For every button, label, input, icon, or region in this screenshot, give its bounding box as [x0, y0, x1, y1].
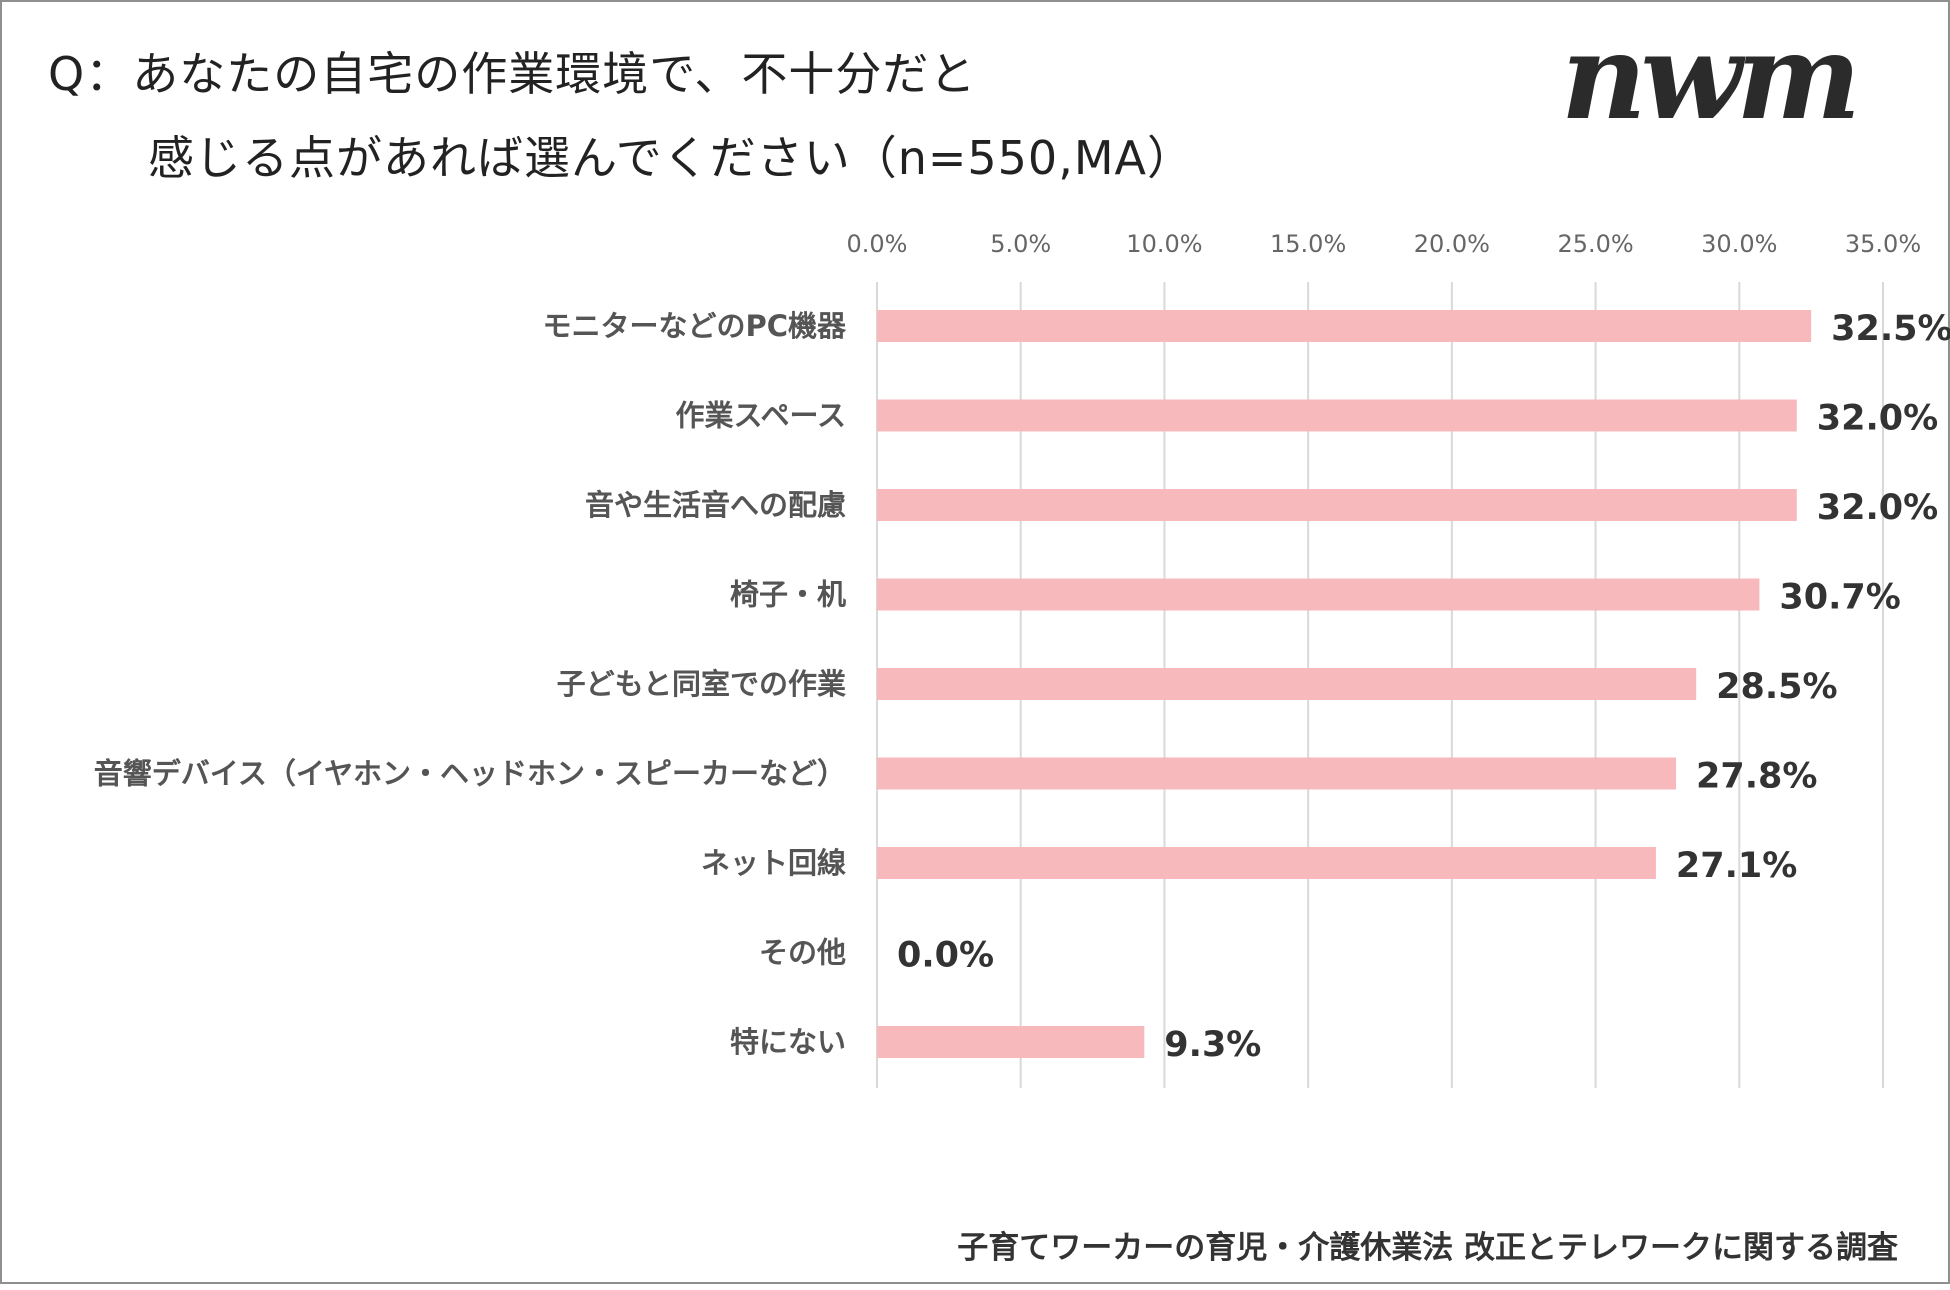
x-tick-label: 30.0%	[1701, 230, 1777, 258]
category-label: 音や生活音への配慮	[585, 488, 846, 522]
question-line-2: 感じる点があれば選んでください（n=550,MA）	[148, 131, 1194, 185]
svg-text:nwm: nwm	[1561, 30, 1855, 146]
bar	[877, 489, 1797, 521]
nwm-logo: nwm	[1561, 30, 1861, 146]
data-label: 27.8%	[1696, 757, 1817, 797]
bar	[877, 668, 1697, 700]
data-label: 28.5%	[1716, 667, 1837, 707]
bar	[877, 757, 1677, 790]
category-label: モニターなどのPC機器	[542, 309, 847, 343]
bar	[877, 399, 1797, 432]
category-label: 特にない	[730, 1025, 846, 1059]
data-label: 9.3%	[1164, 1025, 1261, 1065]
x-tick-label: 0.0%	[847, 230, 908, 258]
bar	[877, 847, 1656, 879]
x-tick-label: 10.0%	[1126, 230, 1202, 258]
data-label: 32.5%	[1831, 309, 1950, 349]
data-label: 32.0%	[1817, 399, 1938, 439]
category-label: 作業スペース	[675, 399, 846, 433]
question-line-1: Q：あなたの自宅の作業環境で、不十分だと	[48, 47, 977, 101]
category-label: その他	[759, 936, 846, 970]
category-label: 音響デバイス（イヤホン・ヘッドホン・スピーカーなど）	[94, 757, 846, 791]
category-label: 子どもと同室での作業	[557, 667, 846, 701]
bar	[877, 578, 1760, 611]
category-label: 椅子・机	[730, 578, 846, 612]
data-label: 0.0%	[897, 936, 994, 976]
x-tick-label: 25.0%	[1557, 230, 1633, 258]
bar	[877, 310, 1812, 342]
data-label: 32.0%	[1817, 488, 1938, 528]
x-tick-label: 5.0%	[990, 230, 1051, 258]
bar	[877, 1026, 1145, 1058]
x-tick-label: 20.0%	[1414, 230, 1490, 258]
x-tick-label: 15.0%	[1270, 230, 1346, 258]
survey-source-footer: 子育てワーカーの育児・介護休業法 改正とテレワークに関する調査	[957, 1230, 1898, 1266]
data-label: 27.1%	[1676, 846, 1797, 886]
category-label: ネット回線	[701, 846, 846, 880]
x-tick-label: 35.0%	[1845, 230, 1921, 258]
data-label: 30.7%	[1779, 578, 1900, 618]
